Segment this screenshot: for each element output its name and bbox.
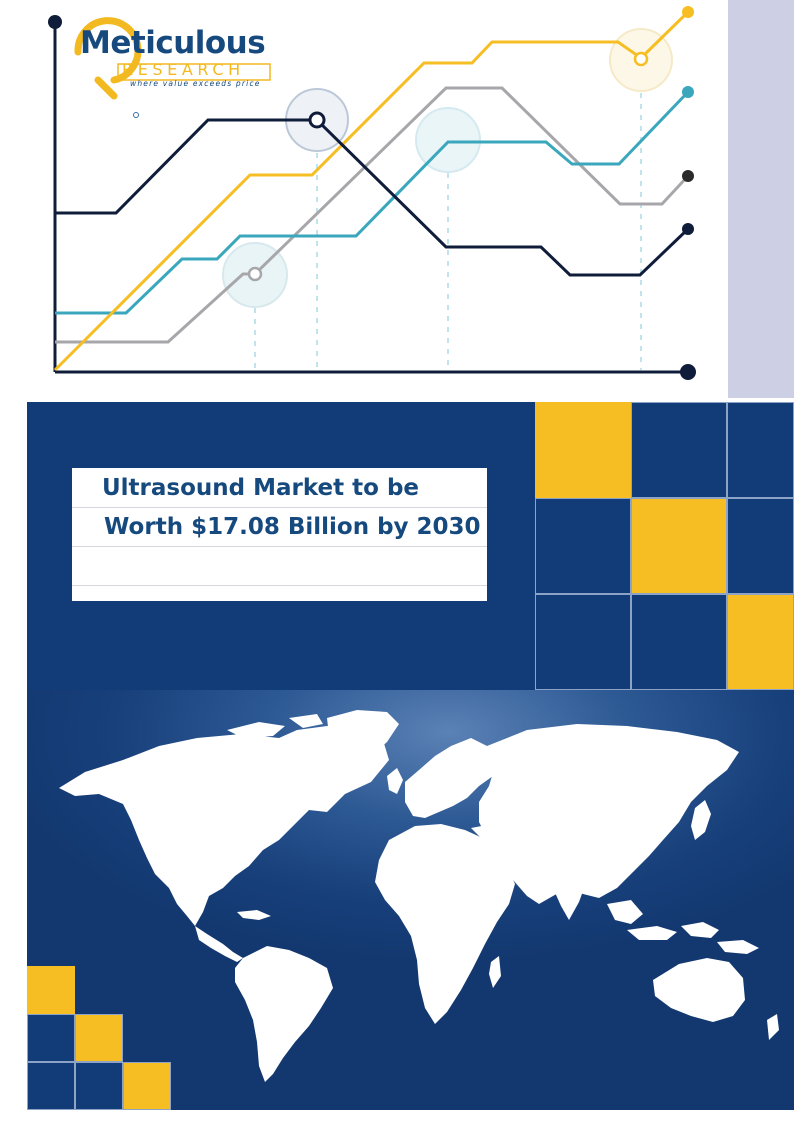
- brand-name: Meticulous: [80, 25, 266, 61]
- title-rule: [72, 546, 487, 547]
- decorative-grid-squares: [535, 402, 794, 690]
- decorative-line-chart: [48, 6, 696, 380]
- small-decor-dot: [133, 112, 139, 118]
- decorative-corner-squares: [27, 966, 171, 1110]
- brand-logo: Meticulous RESEARCH where value exceeds …: [68, 14, 278, 104]
- halo-3: [415, 107, 481, 173]
- title-rule: [72, 585, 487, 586]
- side-color-strip: [728, 0, 794, 398]
- series-line-gold: [53, 10, 690, 372]
- marker-dark: [308, 111, 326, 129]
- title-rule: [72, 507, 487, 508]
- report-title-line-1: Ultrasound Market to be: [102, 475, 420, 501]
- magnifier-icon: [74, 17, 271, 100]
- marker-gold: [633, 51, 649, 67]
- world-map-panel: [27, 690, 794, 1110]
- series-line-dark: [55, 118, 690, 277]
- teal-end-dot: [682, 86, 694, 98]
- marker-gray: [247, 266, 263, 282]
- report-title-line-2: Worth $17.08 Billion by 2030: [104, 514, 481, 540]
- gray-end-dot: [682, 170, 694, 182]
- x-axis-end-dot: [680, 364, 696, 380]
- world-map-icon: [59, 710, 779, 1082]
- title-box: Ultrasound Market to be Worth $17.08 Bil…: [72, 468, 487, 601]
- brand-sub: RESEARCH: [122, 60, 245, 79]
- dark-end-dot: [682, 223, 694, 235]
- brand-tagline: where value exceeds price: [130, 79, 261, 88]
- y-axis-end-dot: [48, 15, 62, 29]
- series-line-teal: [55, 90, 690, 315]
- series-line-gray: [55, 86, 690, 344]
- gold-end-dot: [682, 6, 694, 18]
